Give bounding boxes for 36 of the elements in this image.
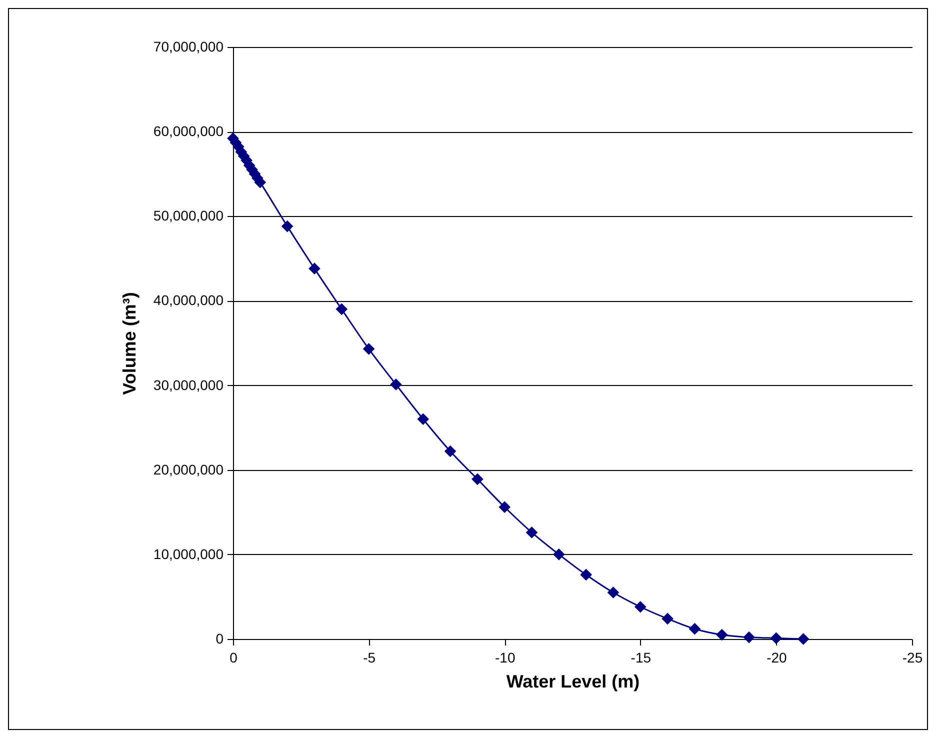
x-tick-label: -20 xyxy=(766,650,788,666)
point xyxy=(281,220,294,232)
x-tick-label: 0 xyxy=(230,650,238,666)
point xyxy=(607,586,620,598)
y-tick-label: 30,000,000 xyxy=(153,376,224,393)
point xyxy=(444,445,456,458)
x-tick-label: -10 xyxy=(494,650,516,666)
point xyxy=(308,262,320,274)
point xyxy=(580,568,592,581)
point xyxy=(526,526,538,538)
y-axis-title: Volume (m³) xyxy=(119,292,140,395)
point xyxy=(553,548,565,560)
point xyxy=(634,600,646,613)
point xyxy=(362,343,375,355)
y-tick-label: 40,000,000 xyxy=(153,292,224,308)
point xyxy=(498,501,511,513)
point xyxy=(417,413,430,426)
point xyxy=(716,628,728,641)
point xyxy=(688,622,701,635)
x-tick-label: -15 xyxy=(630,650,652,666)
point xyxy=(336,303,348,316)
point xyxy=(770,632,782,644)
x-tick-label: -25 xyxy=(902,650,923,666)
point xyxy=(662,612,674,625)
point xyxy=(743,631,755,644)
y-tick-label: 10,000,000 xyxy=(153,546,224,562)
x-axis-title: Water Level (m) xyxy=(506,672,640,692)
point xyxy=(797,633,810,645)
point xyxy=(472,473,484,486)
point xyxy=(390,378,402,390)
y-tick-label: 60,000,000 xyxy=(153,123,224,140)
y-tick-label: 70,000,000 xyxy=(153,38,224,54)
y-tick-label: 0 xyxy=(216,630,224,646)
y-tick-label: 50,000,000 xyxy=(153,208,224,224)
x-tick-label: -5 xyxy=(363,650,376,666)
y-tick-label: 20,000,000 xyxy=(153,461,224,478)
